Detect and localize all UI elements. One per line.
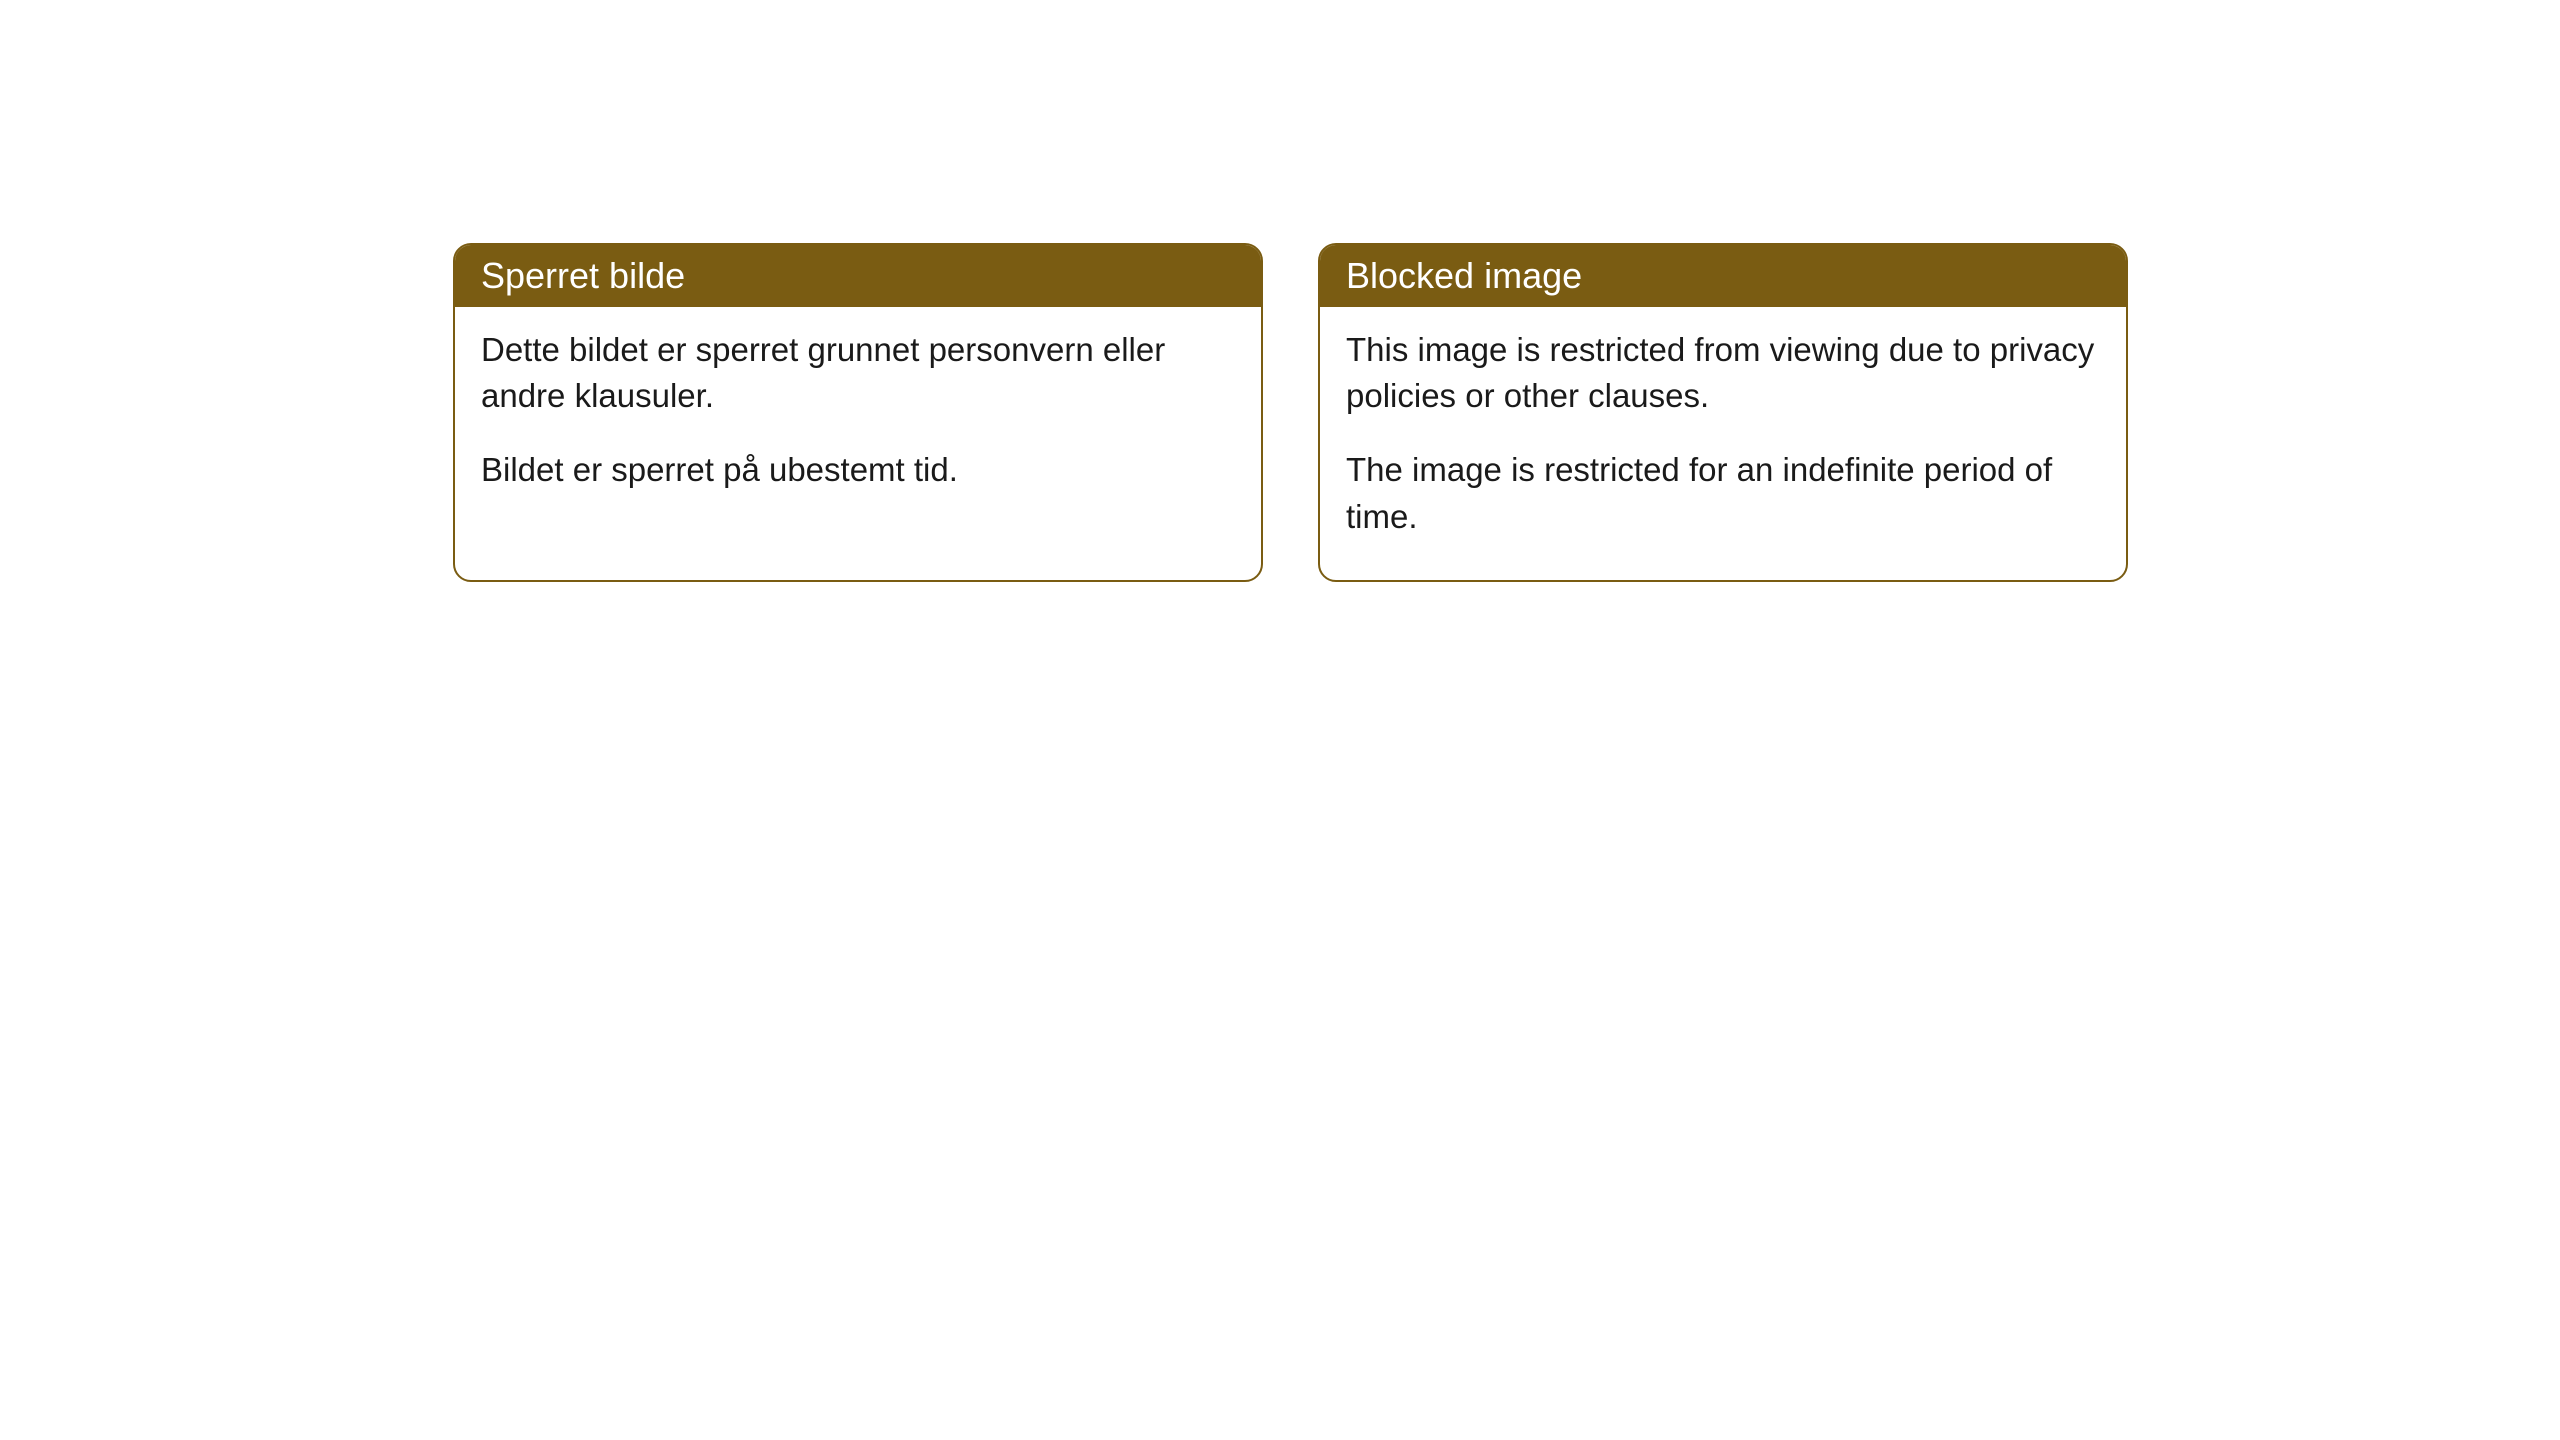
card-body-english: This image is restricted from viewing du… — [1320, 307, 2126, 580]
card-body-norwegian: Dette bildet er sperret grunnet personve… — [455, 307, 1261, 534]
card-paragraph: Dette bildet er sperret grunnet personve… — [481, 327, 1235, 419]
card-paragraph: The image is restricted for an indefinit… — [1346, 447, 2100, 539]
card-title: Blocked image — [1346, 255, 1582, 296]
card-english: Blocked image This image is restricted f… — [1318, 243, 2128, 582]
card-paragraph: Bildet er sperret på ubestemt tid. — [481, 447, 1235, 493]
card-header-english: Blocked image — [1320, 245, 2126, 307]
cards-container: Sperret bilde Dette bildet er sperret gr… — [453, 243, 2128, 582]
card-title: Sperret bilde — [481, 255, 685, 296]
card-header-norwegian: Sperret bilde — [455, 245, 1261, 307]
card-norwegian: Sperret bilde Dette bildet er sperret gr… — [453, 243, 1263, 582]
card-paragraph: This image is restricted from viewing du… — [1346, 327, 2100, 419]
